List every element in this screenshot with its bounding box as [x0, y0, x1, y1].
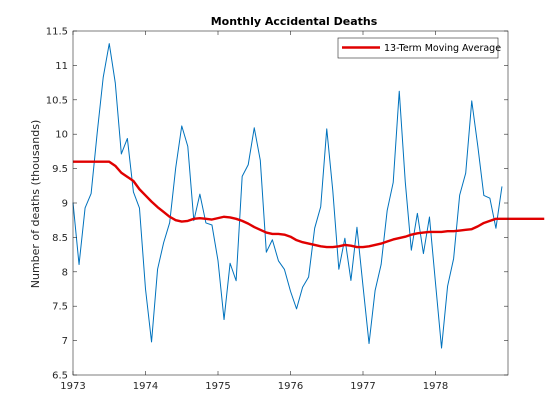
y-tick-label: 11.5: [46, 27, 68, 38]
x-tick-label: 1975: [205, 381, 230, 392]
x-tick-label: 1976: [278, 381, 303, 392]
x-tick-label: 1973: [60, 381, 85, 392]
y-tick-label: 7.5: [52, 302, 68, 313]
y-tick-label: 7: [62, 336, 68, 347]
x-tick-label: 1974: [133, 381, 158, 392]
legend-box: [337, 37, 499, 59]
plot-area: [72, 43, 545, 349]
y-tick-label: 9.5: [52, 164, 68, 175]
y-tick-label: 6.5: [52, 371, 68, 382]
y-tick-label: 10: [55, 130, 68, 141]
series-line-monthly-deaths: [72, 43, 503, 349]
y-tick-label: 11: [55, 61, 68, 72]
y-tick-label: 8.5: [52, 233, 68, 244]
y-tick-label: 10.5: [46, 95, 68, 106]
series-line-moving-average: [73, 160, 545, 249]
legend: 13-Term Moving Average: [337, 37, 501, 59]
x-tick-label: 1977: [350, 381, 375, 392]
axis-ticks: 1973 1974 1975 1976 1977 1978 6.5 7 7.5 8 8.5 9 9.5 1…: [46, 27, 508, 392]
chart-title: Monthly Accidental Deaths: [211, 15, 378, 28]
y-tick-label: 8: [62, 267, 68, 278]
legend-label-moving-average: 13-Term Moving Average: [384, 43, 501, 54]
y-tick-label: 9: [62, 199, 68, 210]
x-tick-label: 1978: [423, 381, 448, 392]
y-axis-label: Number of deaths (thousands): [29, 120, 42, 289]
